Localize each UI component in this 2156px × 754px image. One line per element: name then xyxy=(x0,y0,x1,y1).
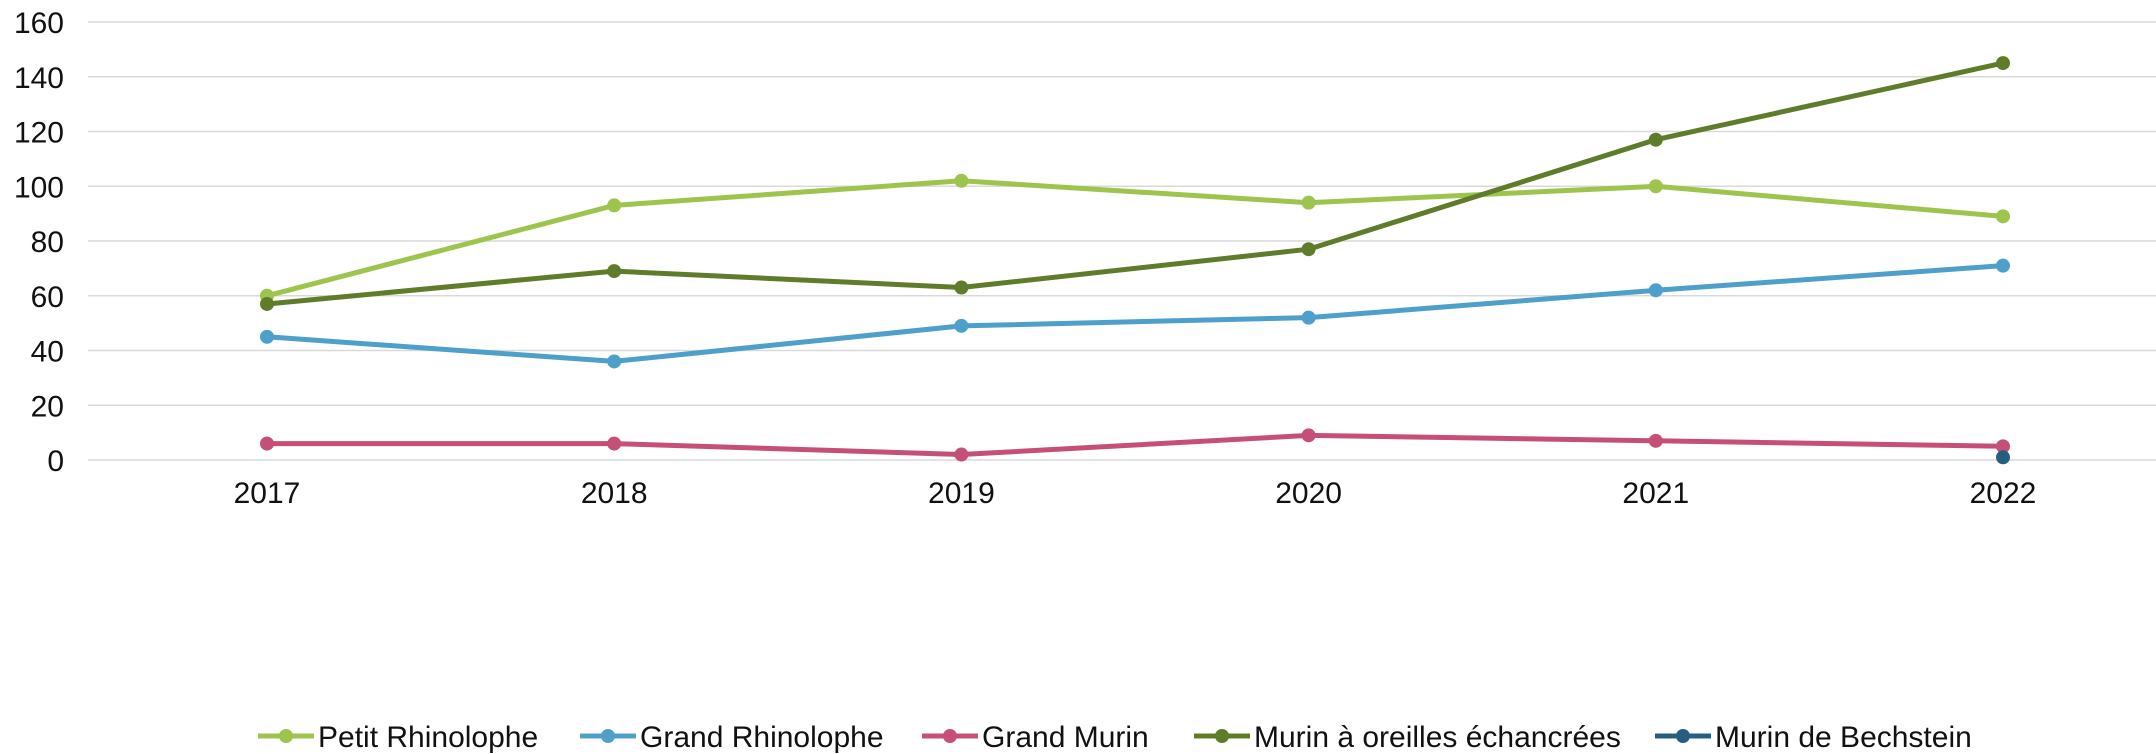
series-line xyxy=(264,263,2006,364)
data-point xyxy=(607,264,622,279)
data-point xyxy=(1996,450,2010,465)
data-point xyxy=(1996,56,2010,71)
series-line xyxy=(264,178,2006,299)
series-layer xyxy=(260,56,2010,465)
legend-swatch-marker xyxy=(1676,729,1690,743)
legend-swatch-marker xyxy=(601,729,615,743)
y-tick-label: 60 xyxy=(31,281,64,314)
y-tick-label: 20 xyxy=(31,390,64,423)
y-tick-label: 80 xyxy=(31,226,64,259)
data-point xyxy=(260,329,274,344)
legend-swatch-marker xyxy=(1215,729,1229,743)
data-point xyxy=(607,198,622,213)
y-tick-label: 140 xyxy=(14,62,64,95)
data-point xyxy=(1648,433,1663,448)
data-point xyxy=(1301,428,1316,443)
data-point xyxy=(1301,242,1316,257)
legend-swatch-marker xyxy=(279,729,293,743)
y-tick-label: 100 xyxy=(14,171,64,204)
y-tick-label: 120 xyxy=(14,117,64,150)
y-tick-label: 40 xyxy=(31,336,64,369)
data-point xyxy=(1648,179,1663,194)
y-tick-label: 160 xyxy=(14,7,64,40)
series-murin-de-bechstein xyxy=(1996,450,2010,465)
x-tick-label: 2021 xyxy=(1622,477,1689,510)
x-axis-ticks: 2017 2018 2019 2020 2021 2022 xyxy=(234,477,2037,510)
x-tick-label: 2022 xyxy=(1970,477,2037,510)
legend-item: Grand Murin xyxy=(922,721,1149,754)
data-point xyxy=(1648,283,1663,298)
data-point xyxy=(954,318,969,333)
data-point xyxy=(954,173,969,188)
series-grand-murin xyxy=(260,428,2010,462)
legend-label: Murin de Bechstein xyxy=(1715,721,1972,754)
x-tick-label: 2018 xyxy=(581,477,648,510)
data-point xyxy=(1996,439,2010,454)
y-tick-label: 0 xyxy=(47,445,64,478)
data-point xyxy=(954,280,969,295)
x-tick-label: 2020 xyxy=(1275,477,1342,510)
x-tick-label: 2019 xyxy=(928,477,995,510)
data-point xyxy=(607,436,622,451)
legend-label: Petit Rhinolophe xyxy=(318,721,538,754)
legend-item: Murin à oreilles échancrées xyxy=(1194,721,1621,754)
legend-label: Grand Rhinolophe xyxy=(640,721,884,754)
legend: Petit Rhinolophe Grand Rhinolophe Grand Mu… xyxy=(258,721,1972,754)
data-point xyxy=(260,296,274,311)
data-point xyxy=(954,447,969,462)
data-point xyxy=(1301,310,1316,325)
legend-swatch-marker xyxy=(943,729,957,743)
legend-label: Murin à oreilles échancrées xyxy=(1254,721,1621,754)
gridlines xyxy=(88,21,2156,461)
legend-item: Grand Rhinolophe xyxy=(580,721,884,754)
legend-item: Petit Rhinolophe xyxy=(258,721,538,754)
data-point xyxy=(260,436,274,451)
series-line xyxy=(264,60,2006,307)
series-line xyxy=(264,432,2006,457)
legend-label: Grand Murin xyxy=(982,721,1149,754)
x-tick-label: 2017 xyxy=(234,477,301,510)
data-point xyxy=(1996,209,2010,224)
series-murin-oreilles-chancr-es xyxy=(260,56,2010,311)
data-point xyxy=(607,354,622,369)
data-point xyxy=(1301,195,1316,210)
series-grand-rhinolophe xyxy=(260,258,2010,369)
data-point xyxy=(1648,132,1663,147)
legend-item: Murin de Bechstein xyxy=(1655,721,1972,754)
y-axis-ticks: 0 20 40 60 80 100 120 140 160 xyxy=(14,7,64,478)
data-point xyxy=(1996,258,2010,273)
